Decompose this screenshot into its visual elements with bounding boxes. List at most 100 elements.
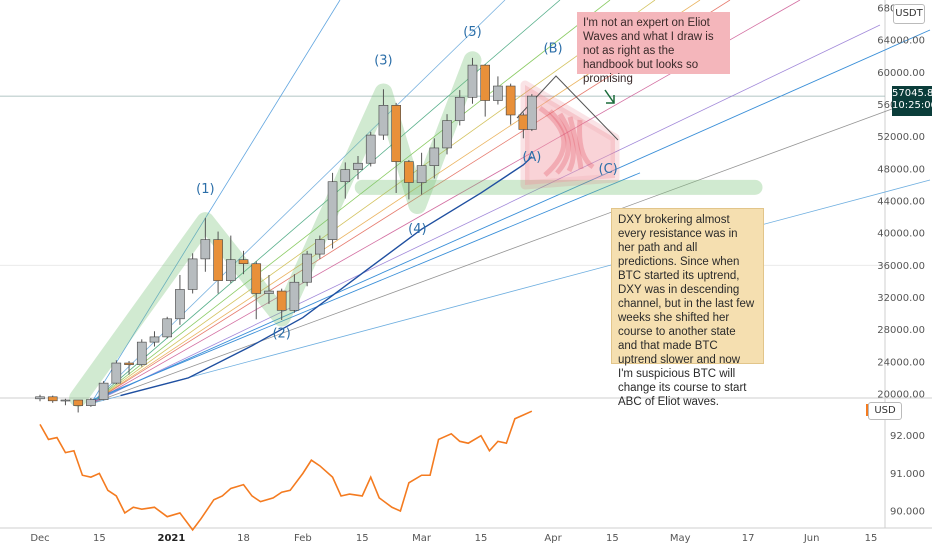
time-tick-label: May bbox=[670, 533, 691, 544]
candle bbox=[98, 382, 109, 400]
fan-line bbox=[90, 24, 881, 404]
time-tick-label: Mar bbox=[412, 533, 432, 544]
fan-line bbox=[90, 0, 341, 404]
candle bbox=[60, 399, 71, 402]
price-tick-label: 28000.00 bbox=[877, 325, 925, 336]
time-tick-label: 15 bbox=[93, 533, 106, 544]
candle bbox=[162, 318, 172, 338]
dxy-line bbox=[39, 410, 533, 532]
price-tick-label: 48000.00 bbox=[877, 164, 925, 175]
abc-hatch bbox=[567, 116, 584, 170]
arrow-icon bbox=[604, 89, 615, 104]
time-tick-label: 2021 bbox=[158, 533, 186, 544]
fan-line bbox=[90, 179, 931, 405]
price-tick-label: 20000.00 bbox=[877, 389, 925, 400]
time-tick-label: Feb bbox=[294, 533, 312, 544]
price-tick-label: 24000.00 bbox=[877, 357, 925, 368]
time-tick-label: 15 bbox=[865, 533, 878, 544]
candle bbox=[493, 85, 503, 101]
candle bbox=[467, 64, 478, 98]
fan-line bbox=[90, 0, 506, 404]
candle bbox=[315, 239, 325, 255]
last-price: 57045.86 bbox=[892, 88, 932, 99]
abc-hatch bbox=[557, 112, 576, 173]
dxy-line-series bbox=[39, 410, 533, 532]
candle bbox=[353, 162, 363, 170]
candle bbox=[289, 281, 300, 311]
bar-countdown: 10:25:06 bbox=[892, 100, 932, 111]
wave-label: (3) bbox=[374, 53, 392, 68]
candle bbox=[454, 96, 465, 121]
price-tick-label: 52000.00 bbox=[877, 132, 925, 143]
abc-hatch bbox=[538, 105, 567, 177]
wave-label: (1) bbox=[196, 182, 214, 197]
fan-line bbox=[90, 0, 656, 404]
price-tick-label: 32000.00 bbox=[877, 293, 925, 304]
grid bbox=[0, 0, 932, 529]
wave-label: (4) bbox=[408, 222, 426, 237]
time-tick-label: 18 bbox=[237, 533, 250, 544]
time-tick-label: 17 bbox=[742, 533, 755, 544]
last-price-badge: 57045.86 10:25:06 bbox=[892, 86, 932, 116]
time-tick-label: 15 bbox=[606, 533, 619, 544]
candle bbox=[200, 239, 211, 260]
candle bbox=[442, 120, 452, 149]
candle bbox=[276, 290, 287, 311]
time-tick-label: Jun bbox=[803, 533, 820, 544]
time-tick-label: 15 bbox=[356, 533, 369, 544]
moving-average-line bbox=[120, 156, 533, 397]
candle bbox=[378, 105, 389, 136]
time-tick-label: Dec bbox=[30, 533, 49, 544]
candle bbox=[226, 259, 236, 281]
candle bbox=[404, 161, 414, 183]
candle bbox=[264, 290, 274, 294]
candlestick-series bbox=[35, 57, 537, 413]
candle bbox=[238, 259, 249, 265]
candle bbox=[505, 85, 516, 116]
annotation-note-top[interactable]: I'm not an expert on Eliot Waves and wha… bbox=[577, 12, 730, 85]
currency-unit-button[interactable]: USDT bbox=[893, 4, 925, 24]
candle bbox=[175, 289, 185, 320]
elliott-wave-labels: (1) (2) (3) (4) (5) (B) (A) (C) bbox=[196, 25, 618, 342]
candle bbox=[327, 181, 338, 240]
wave-label: (2) bbox=[272, 327, 290, 342]
candle bbox=[416, 165, 427, 183]
candle bbox=[149, 336, 160, 343]
price-tick-label: 64000.00 bbox=[877, 36, 925, 47]
price-tick-label: 60000.00 bbox=[877, 68, 925, 79]
candle bbox=[527, 95, 537, 130]
candle bbox=[302, 253, 312, 283]
candle bbox=[391, 105, 401, 162]
fan-line bbox=[90, 94, 931, 405]
wave-label: (C) bbox=[599, 162, 618, 177]
fan-line bbox=[90, 0, 611, 404]
candle bbox=[365, 134, 376, 164]
candle bbox=[251, 263, 262, 294]
support-line bbox=[90, 172, 641, 401]
candle bbox=[73, 399, 83, 406]
candle bbox=[124, 362, 134, 365]
candle bbox=[47, 396, 58, 402]
dxy-unit-button[interactable]: USD bbox=[868, 402, 902, 420]
dxy-tick-label: 90.000 bbox=[890, 507, 925, 518]
dxy-tick-label: 92.000 bbox=[890, 431, 925, 442]
candle bbox=[111, 362, 122, 384]
price-tick-label: 36000.00 bbox=[877, 261, 925, 272]
wave-label: (5) bbox=[463, 25, 481, 40]
candle bbox=[187, 258, 198, 290]
wave-label: (B) bbox=[544, 41, 563, 56]
candle bbox=[429, 147, 440, 166]
candle bbox=[213, 239, 223, 281]
candle bbox=[518, 114, 529, 130]
annotation-note-dxy[interactable]: DXY brokering almost every resistance wa… bbox=[611, 208, 764, 408]
abc-hatch bbox=[577, 119, 595, 170]
trendline bbox=[90, 29, 931, 403]
price-tick-label: 40000.00 bbox=[877, 229, 925, 240]
abc-zone bbox=[520, 80, 620, 190]
candle bbox=[35, 396, 45, 400]
candle bbox=[136, 341, 147, 365]
wave-label: (A) bbox=[522, 150, 541, 165]
dxy-tick-label: 91.000 bbox=[890, 469, 925, 480]
time-tick-label: 15 bbox=[475, 533, 488, 544]
